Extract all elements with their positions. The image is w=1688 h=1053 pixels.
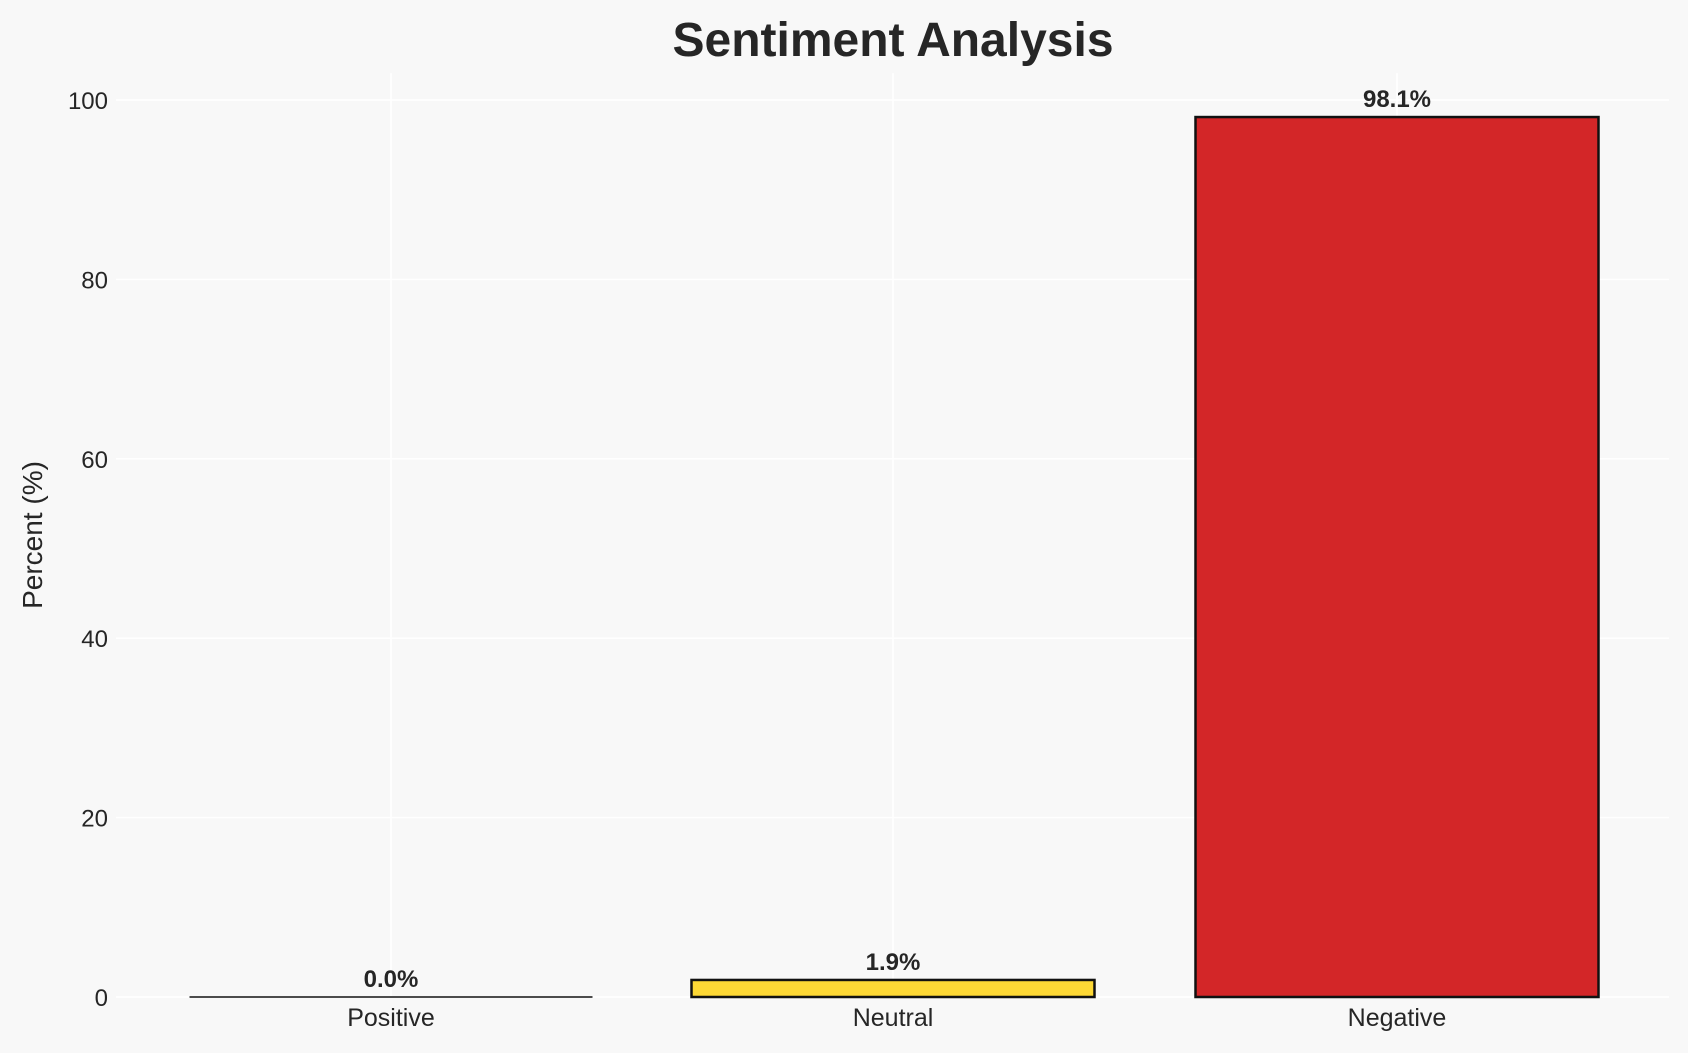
data-label: 0.0% [364,966,419,993]
bar-neutral [690,978,1096,999]
data-label: 98.1% [1363,86,1431,113]
y-tick-label: 40 [81,626,108,653]
y-tick-label: 0 [95,985,108,1012]
bars [189,115,1600,999]
y-tick-label: 60 [81,447,108,474]
x-tick-label: Positive [347,1004,435,1032]
y-tick-label: 80 [81,267,108,294]
y-axis-label: Percent (%) [17,461,48,609]
chart-title: Sentiment Analysis [672,14,1113,67]
bar-negative [1194,115,1600,999]
labels: 0 20 40 60 80 100 0.0% Positive 1.9% Neutral 98.1%… [68,86,1446,1032]
x-tick-label: Negative [1348,1004,1447,1032]
y-tick-label: 20 [81,806,108,833]
y-tick-label: 100 [68,88,108,115]
data-label: 1.9% [866,949,921,976]
x-tick-label: Neutral [853,1004,934,1032]
